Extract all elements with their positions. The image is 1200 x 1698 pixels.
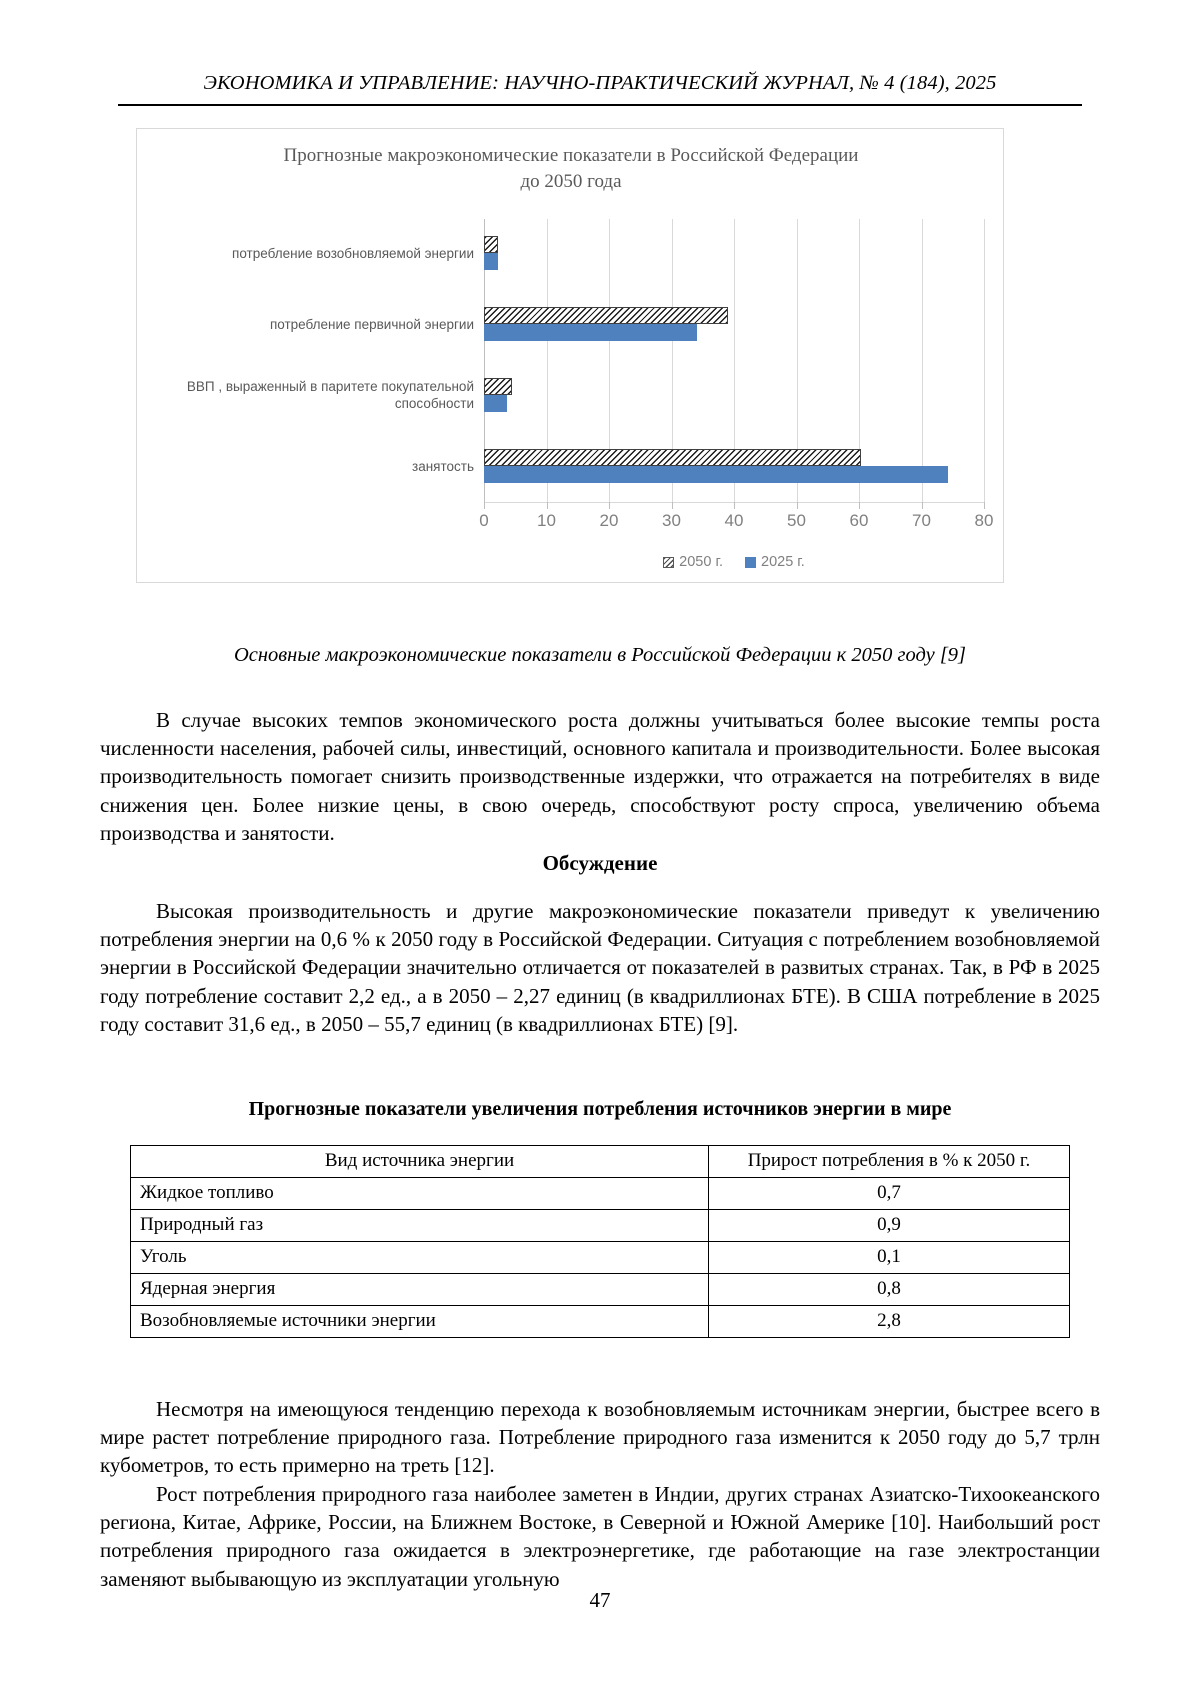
chart-x-tick-label: 20 bbox=[586, 511, 632, 531]
chart-title-line2: до 2050 года bbox=[520, 171, 621, 192]
table-col-header-source: Вид источника энергии bbox=[131, 1146, 709, 1178]
chart-x-tick-label: 80 bbox=[961, 511, 1007, 531]
table-cell-growth-value: 0,8 bbox=[709, 1274, 1070, 1306]
chart-x-tick bbox=[984, 502, 985, 509]
table-col-header-growth: Прирост потребления в % к 2050 г. bbox=[709, 1146, 1070, 1178]
table-cell-source-name: Ядерная энергия bbox=[131, 1274, 709, 1306]
paragraph-1: В случае высоких темпов экономического р… bbox=[100, 706, 1100, 847]
chart-gridline bbox=[984, 219, 985, 502]
table-cell-growth-value: 0,1 bbox=[709, 1242, 1070, 1274]
chart-x-tick-label: 10 bbox=[524, 511, 570, 531]
table-row: Жидкое топливо0,7 bbox=[131, 1178, 1070, 1210]
table-cell-growth-value: 0,9 bbox=[709, 1210, 1070, 1242]
chart-bar-2050 bbox=[484, 307, 728, 324]
chart-legend-swatch-icon bbox=[663, 557, 674, 568]
paragraph-4: Рост потребления природного газа наиболе… bbox=[100, 1480, 1100, 1593]
chart-bar-2025 bbox=[484, 395, 507, 412]
chart-bar-2025 bbox=[484, 324, 697, 341]
figure-chart: Прогнозные макроэкономические показатели… bbox=[136, 128, 1004, 583]
table-header-row: Вид источника энергии Прирост потреблени… bbox=[131, 1146, 1070, 1178]
table-cell-source-name: Уголь bbox=[131, 1242, 709, 1274]
chart-category-label: ВВП , выраженный в паритете покупательно… bbox=[174, 379, 474, 412]
chart-bar-2050 bbox=[484, 236, 498, 253]
chart-x-tick bbox=[734, 502, 735, 509]
chart-x-tick bbox=[922, 502, 923, 509]
figure-caption: Основные макроэкономические показатели в… bbox=[118, 644, 1082, 667]
header-divider bbox=[118, 104, 1082, 106]
chart-x-tick bbox=[484, 502, 485, 509]
chart-bar-2050 bbox=[484, 449, 861, 466]
chart-legend-swatch-icon bbox=[745, 557, 756, 568]
energy-sources-table: Вид источника энергии Прирост потреблени… bbox=[130, 1145, 1070, 1338]
chart-legend-label: 2050 г. bbox=[679, 554, 723, 570]
chart-plot-area: 01020304050607080потребление возобновляе… bbox=[484, 219, 984, 502]
table-title: Прогнозные показатели увеличения потребл… bbox=[100, 1098, 1100, 1121]
table-cell-source-name: Возобновляемые источники энергии bbox=[131, 1306, 709, 1338]
chart-x-tick-label: 30 bbox=[649, 511, 695, 531]
table-row: Уголь0,1 bbox=[131, 1242, 1070, 1274]
section-heading-discussion: Обсуждение bbox=[100, 851, 1100, 876]
chart-category-label: занятость bbox=[174, 459, 474, 475]
chart-x-tick-label: 0 bbox=[461, 511, 507, 531]
paragraph-3: Несмотря на имеющуюся тенденцию перехода… bbox=[100, 1395, 1100, 1480]
table-row: Ядерная энергия0,8 bbox=[131, 1274, 1070, 1306]
chart-x-tick-label: 50 bbox=[774, 511, 820, 531]
chart-gridline bbox=[922, 219, 923, 502]
chart-title: Прогнозные макроэкономические показатели… bbox=[197, 143, 945, 195]
chart-x-tick-label: 40 bbox=[711, 511, 757, 531]
chart-category-label: потребление возобновляемой энергии bbox=[174, 246, 474, 262]
table-cell-growth-value: 2,8 bbox=[709, 1306, 1070, 1338]
chart-x-tick-label: 60 bbox=[836, 511, 882, 531]
chart-bar-2050 bbox=[484, 378, 512, 395]
table-cell-growth-value: 0,7 bbox=[709, 1178, 1070, 1210]
chart-bar-2025 bbox=[484, 253, 498, 270]
paragraph-2: Высокая производительность и другие макр… bbox=[100, 897, 1100, 1038]
chart-legend: 2050 г. 2025 г. bbox=[484, 554, 984, 570]
chart-x-tick bbox=[547, 502, 548, 509]
table-cell-source-name: Природный газ bbox=[131, 1210, 709, 1242]
chart-legend-item: 2025 г. bbox=[745, 554, 805, 570]
chart-category-label: потребление первичной энергии bbox=[174, 317, 474, 333]
chart-legend-label: 2025 г. bbox=[761, 554, 805, 570]
page-number: 47 bbox=[0, 1588, 1200, 1613]
table-row: Природный газ0,9 bbox=[131, 1210, 1070, 1242]
chart-bar-2025 bbox=[484, 466, 948, 483]
chart-title-line1: Прогнозные макроэкономические показатели… bbox=[284, 145, 859, 166]
document-page: ЭКОНОМИКА И УПРАВЛЕНИЕ: НАУЧНО-ПРАКТИЧЕС… bbox=[0, 0, 1200, 1698]
chart-x-tick bbox=[609, 502, 610, 509]
running-head: ЭКОНОМИКА И УПРАВЛЕНИЕ: НАУЧНО-ПРАКТИЧЕС… bbox=[118, 72, 1082, 95]
chart-x-tick bbox=[859, 502, 860, 509]
table-row: Возобновляемые источники энергии2,8 bbox=[131, 1306, 1070, 1338]
table-cell-source-name: Жидкое топливо bbox=[131, 1178, 709, 1210]
chart-x-tick bbox=[797, 502, 798, 509]
chart-x-tick bbox=[672, 502, 673, 509]
chart-x-tick-label: 70 bbox=[899, 511, 945, 531]
chart-legend-item: 2050 г. bbox=[663, 554, 723, 570]
